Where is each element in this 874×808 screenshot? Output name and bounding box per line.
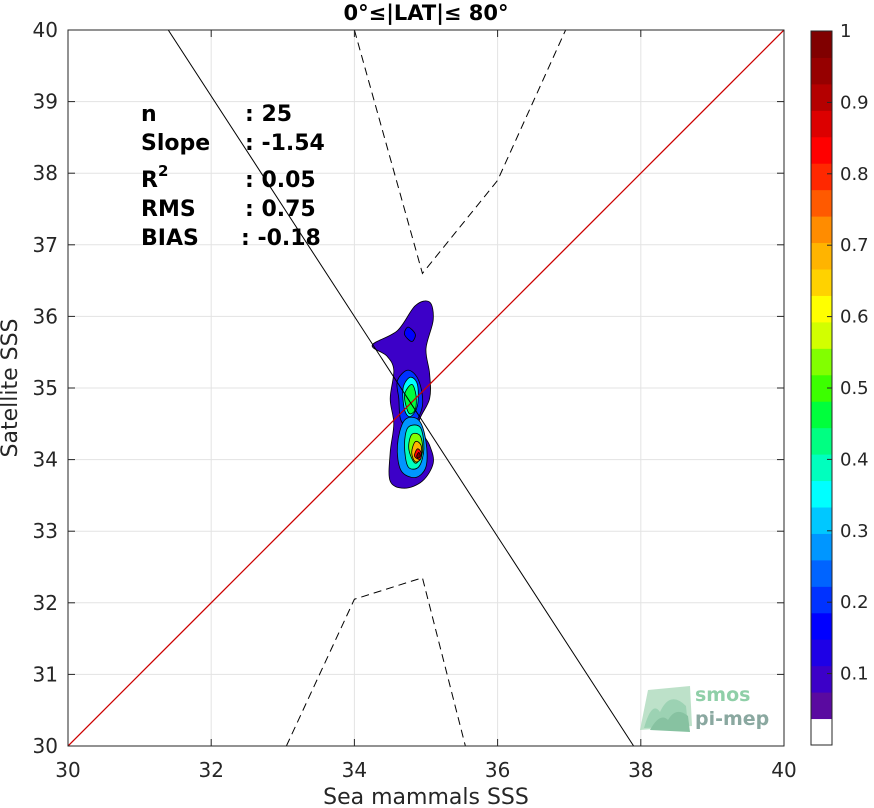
x-axis-title: Sea mammals SSS (323, 785, 529, 808)
x-tick-label: 38 (628, 758, 653, 782)
colorbar-tick-label: 0.1 (840, 664, 869, 685)
regression-line (167, 30, 635, 746)
density-contour (404, 326, 416, 342)
y-tick-label: 40 (33, 18, 58, 42)
colorbar-tick-label: 0.4 (840, 449, 869, 470)
y-tick-label: 38 (33, 161, 58, 185)
colorbar-tick-label: 0.3 (840, 521, 869, 542)
colorbar-segment (811, 269, 832, 296)
y-tick-label: 37 (33, 233, 58, 257)
colorbar-segment (811, 427, 832, 455)
colorbar-tick-label: 1 (840, 21, 851, 42)
smos-pi-mep-logo: smos pi-mep (640, 684, 769, 732)
colorbar-segment (811, 348, 832, 376)
colorbar-segment (811, 242, 832, 270)
stat-value: : 0.75 (245, 197, 316, 222)
colorbar-segment (811, 480, 832, 508)
stat-value: : 0.05 (245, 168, 316, 193)
colorbar-tick-label: 0.6 (840, 307, 869, 328)
y-tick-label: 36 (33, 304, 58, 328)
wave-logo-icon (640, 686, 692, 732)
colorbar-segment (811, 189, 832, 217)
colorbar-segment (811, 454, 832, 482)
colorbar-segment (811, 31, 832, 58)
stat-value: : -0.18 (241, 226, 321, 251)
colorbar-tick-label: 0.5 (840, 378, 869, 399)
y-tick-label: 34 (33, 448, 58, 472)
colorbar-tick-label: 0.9 (840, 92, 869, 113)
confidence-upper-line (353, 30, 567, 275)
colorbar-segment (811, 110, 832, 138)
stat-label: RMS (141, 197, 196, 222)
x-tick-label: 32 (198, 758, 223, 782)
x-tick-label: 36 (485, 758, 510, 782)
y-tick-label: 31 (33, 662, 58, 686)
stat-label-superscript: 2 (158, 162, 168, 180)
chart-title: 0°≤|LAT|≤ 80° (343, 1, 508, 26)
colorbar-segment (811, 83, 832, 111)
stat-label: Slope (141, 131, 210, 156)
colorbar-segment (811, 401, 832, 429)
colorbar-segment (811, 295, 832, 323)
colorbar-segment (811, 718, 832, 746)
stat-value: : 25 (245, 102, 292, 127)
confidence-lower-line (285, 577, 466, 746)
y-tick-label: 35 (33, 376, 58, 400)
colorbar-segment (811, 665, 832, 693)
colorbar-segment (811, 321, 832, 349)
colorbar-segment (811, 586, 832, 614)
colorbar-segment (811, 507, 832, 534)
logo-line-2: pi-mep (695, 708, 769, 730)
density-contours (371, 300, 434, 489)
logo-line-1: smos (695, 684, 750, 706)
colorbar-segment (811, 692, 832, 720)
y-tick-label: 33 (33, 519, 58, 543)
colorbar-segment (811, 374, 832, 402)
colorbar-segment (811, 136, 832, 164)
axis-ticks: 30 32 34 36 38 40 30 31 32 33 34 35 36 37 38 39 40 (33, 18, 797, 782)
colorbar-tick-label: 0.7 (840, 235, 869, 256)
colorbar-tick-label: 0.2 (840, 592, 869, 613)
colorbar-segment (811, 57, 832, 85)
colorbar-segment (811, 216, 832, 244)
y-tick-label: 32 (33, 591, 58, 615)
colorbar-segment (811, 533, 832, 561)
colorbar-tick-label: 0.8 (840, 164, 869, 185)
x-tick-label: 30 (55, 758, 80, 782)
y-tick-label: 39 (33, 90, 58, 114)
colorbar: 0.1 0.2 0.3 0.4 0.5 0.6 0.7 0.8 0.9 1 (810, 21, 869, 746)
colorbar-segment (811, 639, 832, 667)
x-tick-label: 40 (771, 758, 796, 782)
colorbar-segment (811, 559, 832, 587)
colorbar-segment (811, 163, 832, 191)
stat-value: : -1.54 (245, 131, 325, 156)
y-tick-label: 30 (33, 734, 58, 758)
identity-line (68, 30, 784, 746)
stat-label: n (141, 102, 157, 127)
stat-label: BIAS (141, 226, 199, 251)
x-tick-label: 34 (342, 758, 367, 782)
density-contour (416, 451, 421, 459)
colorbar-segment (811, 612, 832, 640)
y-axis-title: Satellite SSS (0, 319, 23, 458)
reference-lines (68, 30, 784, 746)
